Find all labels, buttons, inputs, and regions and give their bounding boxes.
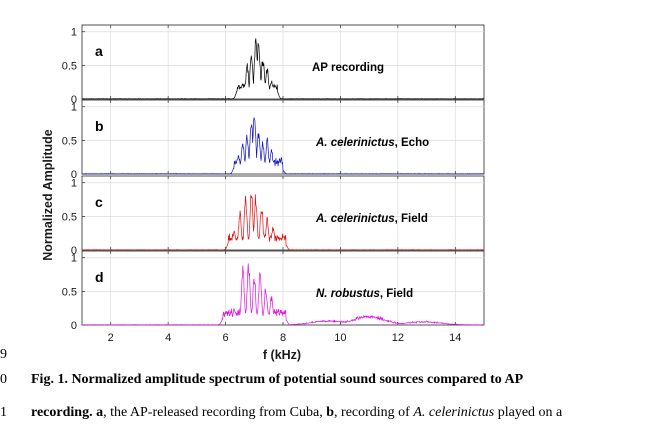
spectrum-line-c — [82, 194, 485, 251]
figure-caption-line1: Fig. 1. Normalized amplitude spectrum of… — [31, 372, 523, 388]
y-tick-label: 1 — [71, 178, 77, 190]
x-tick-label: 12 — [392, 332, 404, 344]
panel-label-text: , Field — [395, 213, 428, 225]
panel-label: A. celerinictus, Field — [315, 213, 428, 225]
panel-a: 0 0.5 1 a AP recording — [62, 24, 485, 106]
x-tick-label: 2 — [108, 332, 114, 344]
panel-label: N. robustus, Field — [316, 288, 413, 300]
panel-label-species: A. celerinictus — [315, 213, 395, 225]
x-axis-title: f (kHz) — [263, 348, 301, 362]
caption-ref-b: b — [326, 405, 335, 420]
y-axis-title: Normalized Amplitude — [41, 129, 55, 261]
spectrum-line-b — [81, 117, 484, 175]
panel-letter: a — [95, 43, 103, 59]
y-tick-label: 0 — [71, 320, 77, 332]
y-tick-label: 0.5 — [62, 60, 77, 72]
panel-d: 0 0.5 1 d N. robustus, Field — [62, 250, 485, 332]
x-tick-label: 4 — [165, 332, 171, 344]
line-number: 9 — [0, 347, 7, 362]
panel-label-text: , Field — [380, 288, 413, 300]
x-tick-label: 14 — [449, 332, 461, 344]
panel-label: AP recording — [312, 62, 384, 74]
y-tick-label: 1 — [71, 27, 77, 39]
panel-letter: b — [95, 118, 104, 134]
x-tick-label: 10 — [334, 332, 346, 344]
panel-label-text: AP recording — [312, 62, 384, 74]
caption-bold: recording. — [31, 405, 93, 420]
y-tick-label: 0.5 — [62, 286, 77, 298]
x-tick-label: 6 — [223, 332, 229, 344]
y-tick-label: 0.5 — [62, 135, 77, 147]
panel-b: 0 0.5 1 b A. celerinictus, Echo — [62, 99, 485, 181]
caption-ref-a: a — [96, 405, 104, 420]
caption-text: , recording of — [334, 405, 414, 420]
caption-species: A. celerinictus — [413, 405, 495, 420]
spectrum-line-a — [81, 38, 485, 100]
caption-text: played on a — [494, 405, 563, 420]
panel-label-text: , Echo — [395, 137, 430, 149]
y-tick-label: 0 — [71, 94, 77, 106]
x-tick-label: 8 — [280, 332, 286, 344]
y-tick-label: 1 — [71, 253, 77, 265]
x-axis-ticks: 2 4 6 8 10 12 14 — [108, 332, 462, 344]
spectrum-line-d — [81, 263, 485, 326]
panel-label-species: N. robustus — [316, 288, 380, 300]
panel-label-species: A. celerinictus — [315, 137, 395, 149]
line-number: 1 — [0, 405, 7, 420]
spectrum-figure: 0 0.5 1 a AP recording 0 0.5 1 b A. celerinictus,… — [41, 24, 485, 362]
line-number: 0 — [0, 372, 7, 387]
y-tick-label: 0 — [71, 169, 77, 181]
panel-letter: c — [95, 194, 103, 210]
panel-label: A. celerinictus, Echo — [315, 137, 429, 149]
caption-text: , the AP-released recording from Cuba, — [103, 405, 327, 420]
figure-caption-line2: recording. a, the AP-released recording … — [31, 405, 562, 421]
panel-letter: d — [95, 269, 104, 285]
caption-title: Fig. 1. Normalized amplitude spectrum of… — [31, 372, 524, 387]
y-tick-label: 1 — [71, 102, 77, 114]
panel-c: 0 0.5 1 c A. celerinictus, Field — [62, 175, 485, 257]
y-tick-label: 0.5 — [62, 211, 77, 223]
y-tick-label: 0 — [71, 245, 77, 257]
